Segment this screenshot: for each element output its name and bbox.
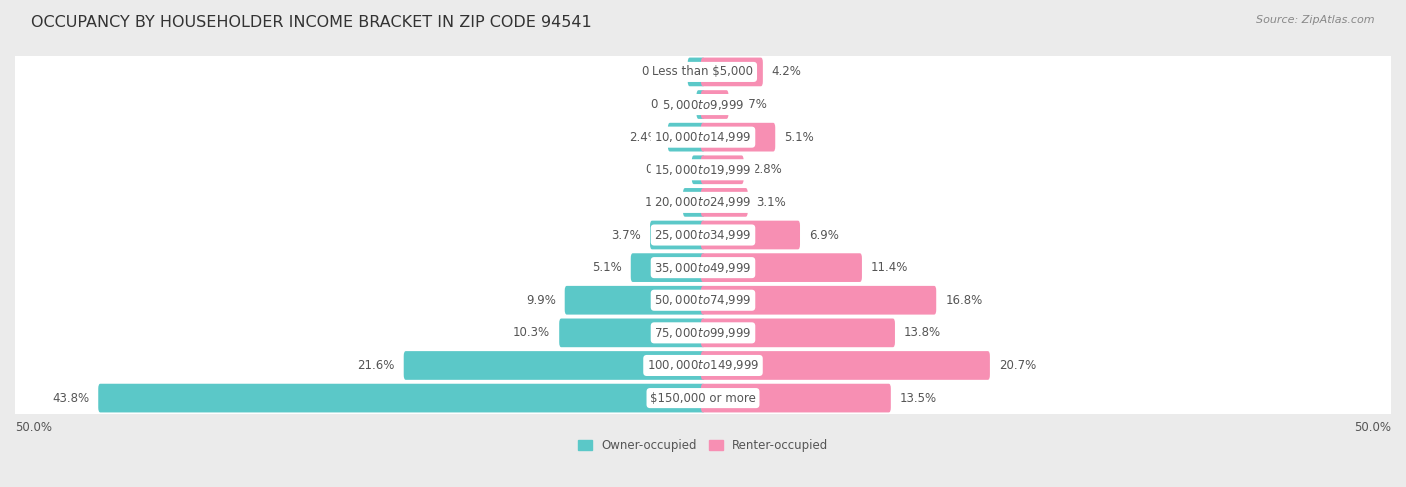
FancyBboxPatch shape bbox=[688, 57, 704, 86]
Text: 4.2%: 4.2% bbox=[772, 65, 801, 78]
FancyBboxPatch shape bbox=[15, 382, 1391, 414]
Text: $35,000 to $49,999: $35,000 to $49,999 bbox=[654, 261, 752, 275]
Text: 3.1%: 3.1% bbox=[756, 196, 786, 209]
Text: 1.7%: 1.7% bbox=[737, 98, 768, 111]
FancyBboxPatch shape bbox=[15, 251, 1391, 284]
Text: $20,000 to $24,999: $20,000 to $24,999 bbox=[654, 195, 752, 209]
Text: 2.8%: 2.8% bbox=[752, 163, 782, 176]
FancyBboxPatch shape bbox=[15, 317, 1391, 349]
FancyBboxPatch shape bbox=[692, 155, 704, 184]
Text: 16.8%: 16.8% bbox=[945, 294, 983, 307]
Text: 2.4%: 2.4% bbox=[628, 131, 659, 144]
FancyBboxPatch shape bbox=[702, 253, 862, 282]
Legend: Owner-occupied, Renter-occupied: Owner-occupied, Renter-occupied bbox=[578, 439, 828, 452]
Text: $100,000 to $149,999: $100,000 to $149,999 bbox=[647, 358, 759, 373]
FancyBboxPatch shape bbox=[702, 384, 891, 412]
Text: $150,000 or more: $150,000 or more bbox=[650, 392, 756, 405]
FancyBboxPatch shape bbox=[702, 155, 744, 184]
Text: $5,000 to $9,999: $5,000 to $9,999 bbox=[662, 97, 744, 112]
Text: 9.9%: 9.9% bbox=[526, 294, 555, 307]
FancyBboxPatch shape bbox=[15, 284, 1391, 317]
Text: 5.1%: 5.1% bbox=[592, 261, 621, 274]
Text: 1.3%: 1.3% bbox=[644, 196, 673, 209]
FancyBboxPatch shape bbox=[631, 253, 704, 282]
Text: $15,000 to $19,999: $15,000 to $19,999 bbox=[654, 163, 752, 177]
FancyBboxPatch shape bbox=[15, 56, 1391, 88]
FancyBboxPatch shape bbox=[696, 90, 704, 119]
Text: 0.96%: 0.96% bbox=[641, 65, 679, 78]
FancyBboxPatch shape bbox=[702, 57, 763, 86]
FancyBboxPatch shape bbox=[668, 123, 704, 151]
Text: 11.4%: 11.4% bbox=[870, 261, 908, 274]
Text: 0.32%: 0.32% bbox=[651, 98, 688, 111]
FancyBboxPatch shape bbox=[15, 153, 1391, 186]
Text: 21.6%: 21.6% bbox=[357, 359, 395, 372]
FancyBboxPatch shape bbox=[702, 221, 800, 249]
FancyBboxPatch shape bbox=[702, 123, 775, 151]
FancyBboxPatch shape bbox=[98, 384, 704, 412]
Text: Source: ZipAtlas.com: Source: ZipAtlas.com bbox=[1257, 15, 1375, 25]
Text: 13.5%: 13.5% bbox=[900, 392, 936, 405]
FancyBboxPatch shape bbox=[15, 186, 1391, 219]
Text: 10.3%: 10.3% bbox=[513, 326, 550, 339]
Text: $50,000 to $74,999: $50,000 to $74,999 bbox=[654, 293, 752, 307]
FancyBboxPatch shape bbox=[702, 318, 896, 347]
FancyBboxPatch shape bbox=[565, 286, 704, 315]
Text: 5.1%: 5.1% bbox=[785, 131, 814, 144]
FancyBboxPatch shape bbox=[404, 351, 704, 380]
FancyBboxPatch shape bbox=[15, 219, 1391, 251]
Text: 50.0%: 50.0% bbox=[1354, 421, 1391, 434]
Text: 3.7%: 3.7% bbox=[612, 228, 641, 242]
FancyBboxPatch shape bbox=[15, 121, 1391, 153]
Text: $25,000 to $34,999: $25,000 to $34,999 bbox=[654, 228, 752, 242]
Text: OCCUPANCY BY HOUSEHOLDER INCOME BRACKET IN ZIP CODE 94541: OCCUPANCY BY HOUSEHOLDER INCOME BRACKET … bbox=[31, 15, 592, 30]
FancyBboxPatch shape bbox=[702, 286, 936, 315]
Text: Less than $5,000: Less than $5,000 bbox=[652, 65, 754, 78]
FancyBboxPatch shape bbox=[650, 221, 704, 249]
FancyBboxPatch shape bbox=[15, 88, 1391, 121]
FancyBboxPatch shape bbox=[702, 188, 748, 217]
FancyBboxPatch shape bbox=[560, 318, 704, 347]
Text: 0.66%: 0.66% bbox=[645, 163, 683, 176]
FancyBboxPatch shape bbox=[702, 90, 728, 119]
Text: $75,000 to $99,999: $75,000 to $99,999 bbox=[654, 326, 752, 340]
Text: 50.0%: 50.0% bbox=[15, 421, 52, 434]
FancyBboxPatch shape bbox=[683, 188, 704, 217]
FancyBboxPatch shape bbox=[15, 349, 1391, 382]
Text: 6.9%: 6.9% bbox=[808, 228, 839, 242]
Text: 20.7%: 20.7% bbox=[998, 359, 1036, 372]
Text: $10,000 to $14,999: $10,000 to $14,999 bbox=[654, 130, 752, 144]
FancyBboxPatch shape bbox=[702, 351, 990, 380]
Text: 43.8%: 43.8% bbox=[52, 392, 90, 405]
Text: 13.8%: 13.8% bbox=[904, 326, 941, 339]
